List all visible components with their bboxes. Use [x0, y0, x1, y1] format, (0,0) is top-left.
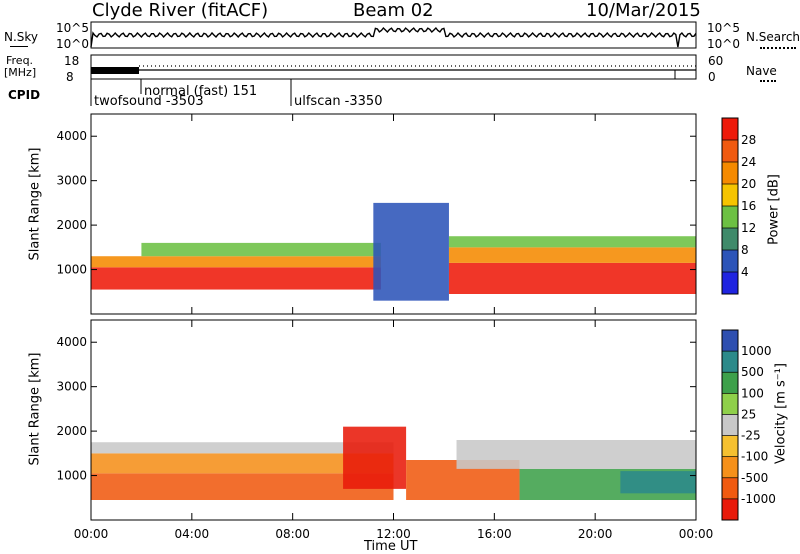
velocity-colorbar-tick-label: -500: [741, 471, 768, 485]
nave-tick-bottom: 0: [708, 70, 716, 84]
power-colorbar-swatch: [722, 118, 738, 140]
velocity-colorbar-tick-label: -100: [741, 450, 768, 464]
velocity-band: [91, 453, 394, 474]
velocity-colorbar-frame: [721, 329, 739, 521]
nsky-trace: [90, 26, 697, 48]
velocity-colorbar-swatch: [722, 456, 738, 478]
power-colorbar-tick-label: 28: [741, 133, 756, 147]
velocity-colorbar-swatch: [722, 393, 738, 415]
power-colorbar-tick-label: 4: [741, 265, 749, 279]
power-band: [91, 267, 381, 290]
velocity-ytick-label: 1000: [56, 469, 87, 483]
velocity-band: [456, 440, 696, 469]
freq-tick-top: 18: [64, 54, 80, 68]
time-xtick-label: 16:00: [477, 527, 512, 541]
power-ytick-label: 1000: [56, 263, 87, 277]
time-xlabel: Time UT: [364, 539, 418, 554]
nave-tick-top: 60: [708, 54, 724, 68]
freq-trace-block: [91, 67, 139, 74]
velocity-colorbar-swatch: [722, 477, 738, 499]
velocity-colorbar-swatch: [722, 351, 738, 373]
nave-label: Nave: [746, 64, 777, 78]
velocity-colorbar-swatch: [722, 372, 738, 394]
nsearch-label: N.Search: [746, 30, 800, 44]
date-title: 10/Mar/2015: [586, 0, 701, 21]
power-colorbar-swatch: [722, 206, 738, 228]
cpid-label: CPID: [8, 88, 41, 102]
nsky-label: N.Sky: [4, 30, 39, 44]
nsky-tick-top: 10^5: [56, 21, 89, 35]
power-colorbar-swatch: [722, 184, 738, 206]
power-band: [373, 202, 449, 301]
time-xtick-label: 04:00: [175, 527, 210, 541]
power-colorbar-tick-label: 24: [741, 155, 756, 169]
nsky-panel: [90, 21, 697, 49]
velocity-colorbar-tick-label: 100: [741, 386, 764, 400]
power-band: [448, 247, 696, 263]
power-band: [448, 236, 696, 248]
velocity-band: [620, 471, 696, 494]
time-xtick-label: 08:00: [275, 527, 310, 541]
freq-panel: [90, 54, 697, 80]
power-colorbar-tick-label: 8: [741, 243, 749, 257]
nave-dots: [760, 80, 776, 82]
velocity-colorbar-swatch: [722, 414, 738, 436]
velocity-colorbar-tick-label: -1000: [741, 492, 776, 506]
time-xtick-label: 00:00: [679, 527, 714, 541]
velocity-colorbar-swatch: [722, 498, 738, 520]
cpid-mode-ulfscan: ulfscan -3350: [294, 94, 383, 109]
power-colorbar-swatch: [722, 228, 738, 250]
velocity-colorbar-tick-label: -25: [741, 429, 761, 443]
power-ytick-label: 2000: [56, 218, 87, 232]
velocity-colorbar-tick-label: 1000: [741, 344, 772, 358]
velocity-colorbar-swatch: [722, 435, 738, 457]
freq-label: Freq.: [6, 54, 34, 67]
power-band: [448, 262, 696, 294]
time-xtick-label: 00:00: [74, 527, 109, 541]
time-xtick-label: 20:00: [578, 527, 613, 541]
cpid-mode-twofsound: twofsound -3503: [94, 94, 204, 109]
nsky-tick-bottom: 10^0: [56, 37, 89, 51]
power-colorbar-tick-label: 20: [741, 177, 756, 191]
velocity-ytick-label: 4000: [56, 335, 87, 349]
power-colorbar-swatch: [722, 272, 738, 294]
power-ytick-label: 3000: [56, 174, 87, 188]
power-ytick-label: 4000: [56, 129, 87, 143]
velocity-ytick-label: 3000: [56, 380, 87, 394]
freq-unit: [MHz]: [4, 66, 37, 79]
velocity-band: [91, 442, 394, 454]
velocity-colorbar-tick-label: 25: [741, 407, 756, 421]
nsearch-tick-bottom: 10^0: [707, 37, 740, 51]
velocity-colorbar-tick-label: 500: [741, 365, 764, 379]
freq-tick-bottom: 8: [66, 70, 74, 84]
power-colorbar-tick-label: 12: [741, 221, 756, 235]
nsky-underline: [10, 46, 28, 47]
beam-title: Beam 02: [353, 0, 434, 21]
power-colorbar-swatch: [722, 250, 738, 272]
velocity-band: [343, 426, 407, 489]
nsearch-tick-top: 10^5: [707, 21, 740, 35]
velocity-ytick-label: 2000: [56, 424, 87, 438]
power-colorbar-tick-label: 16: [741, 199, 756, 213]
station-title: Clyde River (fitACF): [92, 0, 269, 21]
power-colorbar-swatch: [722, 140, 738, 162]
cpid-mode-normal: normal (fast) 151: [144, 84, 258, 99]
power-band: [141, 242, 381, 257]
velocity-colorbar-swatch: [722, 330, 738, 352]
power-band: [91, 256, 381, 268]
power-colorbar-swatch: [722, 162, 738, 184]
nsearch-dots: [760, 47, 796, 49]
time-xtick-label: 12:00: [376, 527, 411, 541]
